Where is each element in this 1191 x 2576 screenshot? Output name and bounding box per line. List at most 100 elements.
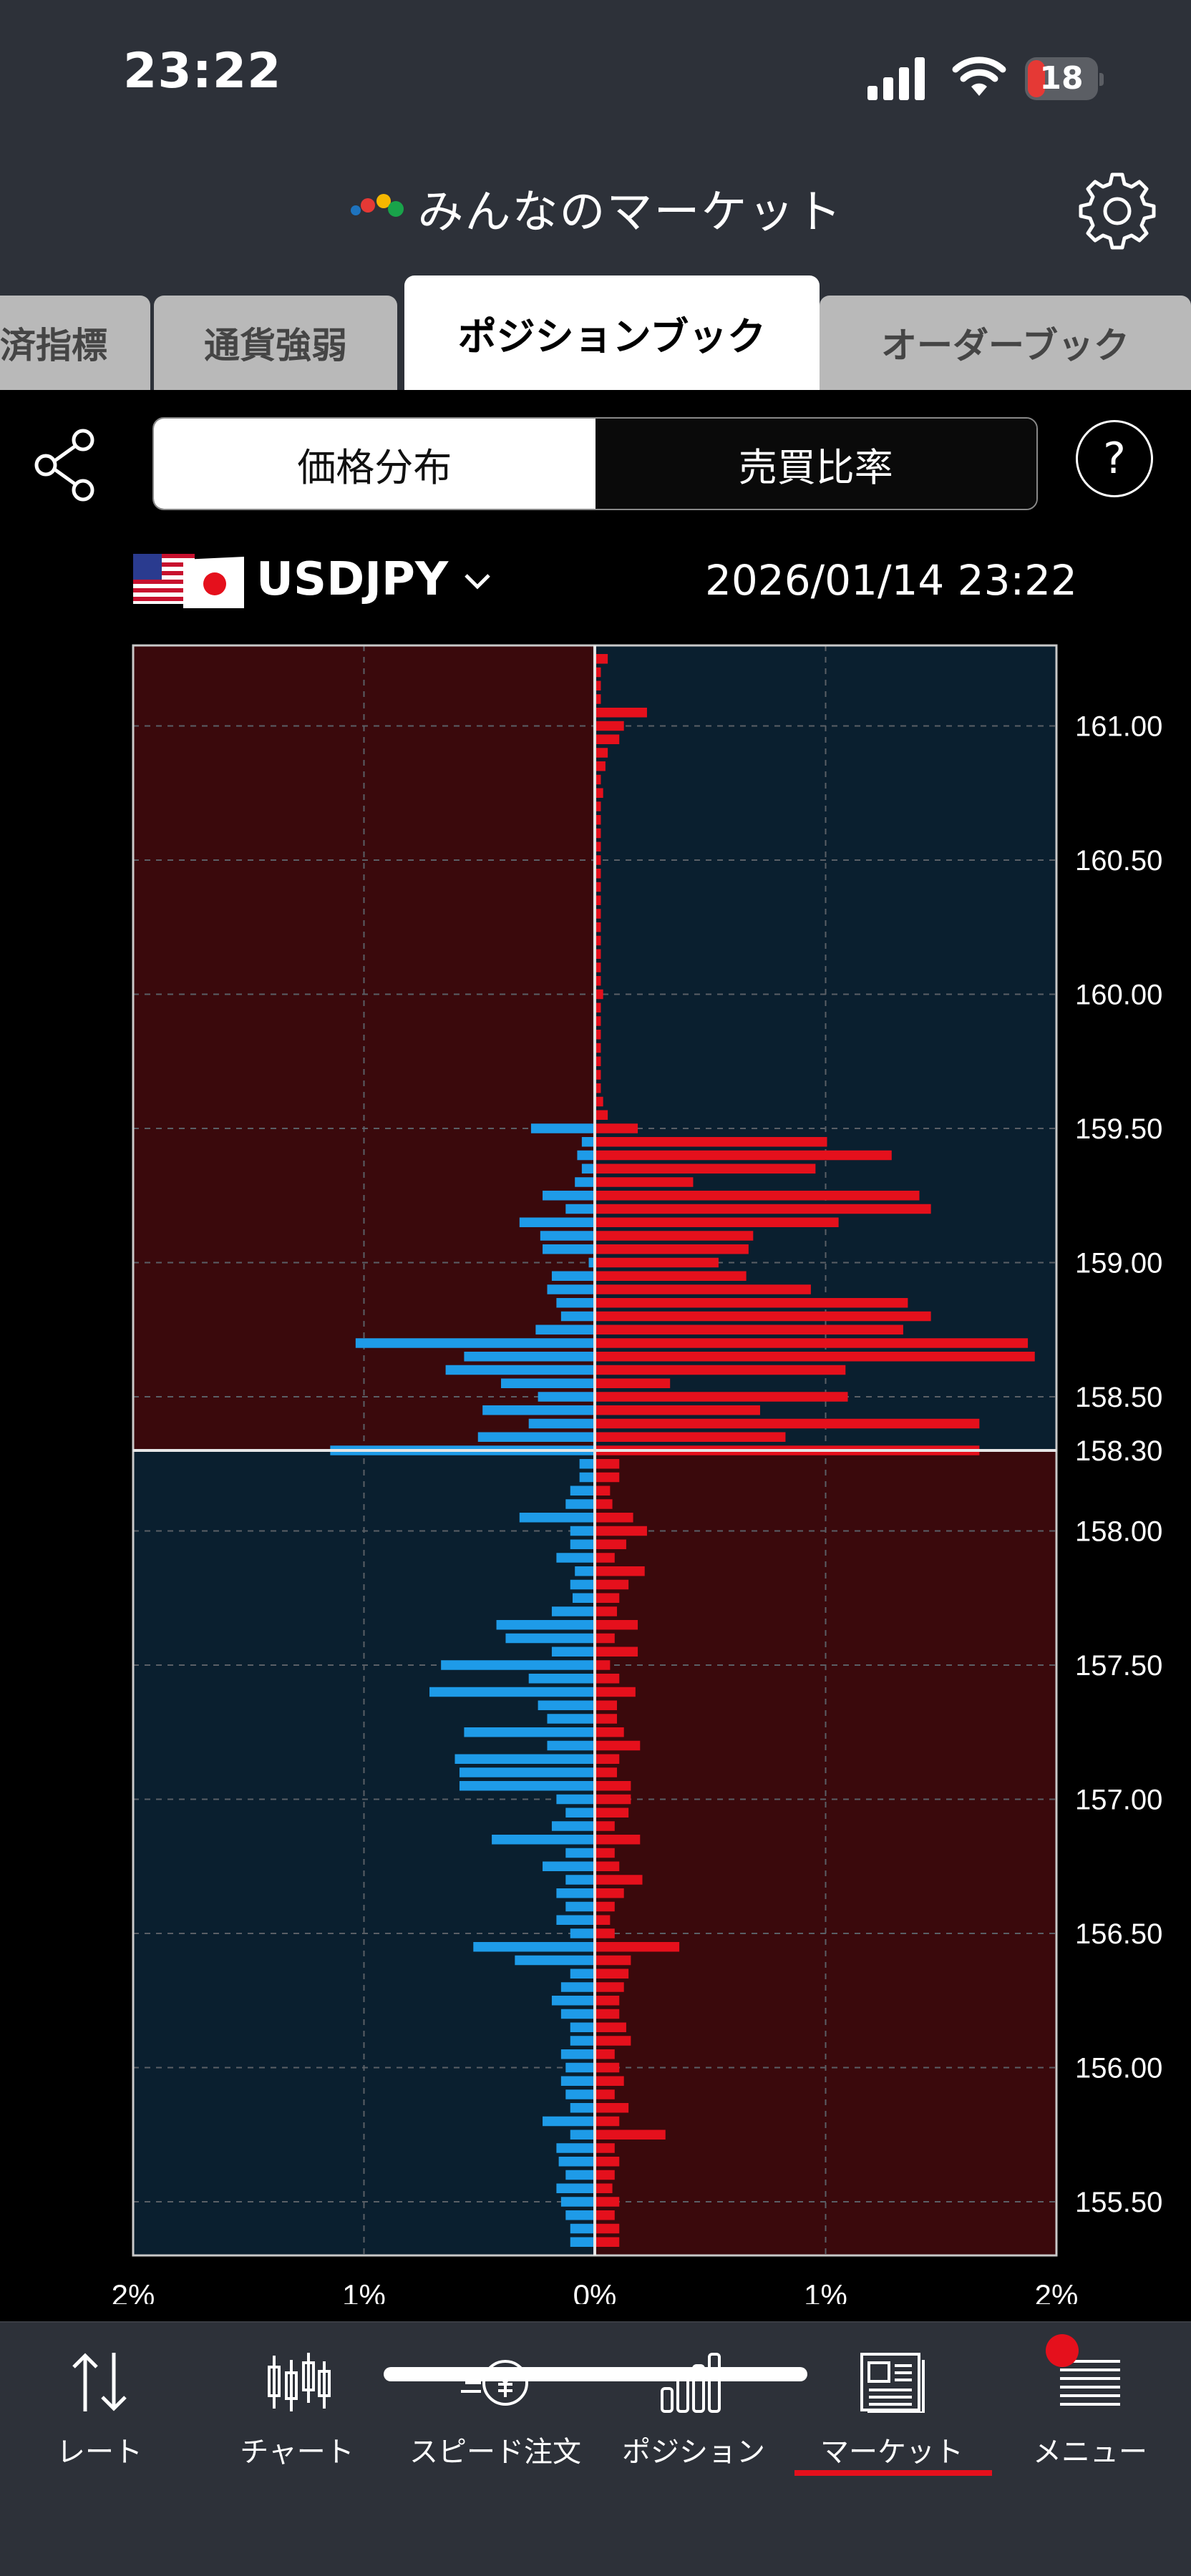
buy-bar <box>596 1781 631 1791</box>
buy-bar <box>596 708 647 718</box>
share-icon[interactable] <box>29 426 100 504</box>
bottom-nav: レート チャート スピード注文 <box>0 2321 1191 2576</box>
sell-bar <box>473 1942 593 1952</box>
buy-bar <box>596 1606 618 1616</box>
buy-bar <box>596 2170 615 2180</box>
chevron-down-icon[interactable] <box>462 565 493 597</box>
sell-bar <box>556 1553 593 1563</box>
sell-bar <box>429 1687 593 1697</box>
sell-bar <box>565 1848 593 1858</box>
gear-icon[interactable] <box>1078 172 1157 250</box>
buy-bar <box>596 1365 846 1375</box>
usd-jpy-flag-icon[interactable] <box>133 554 244 608</box>
help-button[interactable]: ? <box>1076 420 1153 497</box>
buy-bar <box>596 1579 629 1590</box>
app-title: みんなのマーケット <box>417 186 843 239</box>
sell-bar <box>572 1593 593 1603</box>
buy-bar <box>596 976 601 986</box>
sell-bar <box>588 1257 593 1268</box>
buy-bar <box>596 1244 749 1254</box>
nav-speed-order[interactable]: スピード注文 <box>397 2351 594 2470</box>
nav-menu[interactable]: メニュー <box>991 2351 1189 2470</box>
cellular-signal-icon <box>867 57 925 100</box>
buy-bar <box>596 1539 626 1549</box>
sell-bar <box>492 1835 593 1845</box>
buy-bar <box>596 2223 620 2234</box>
buy-bar <box>596 2089 615 2099</box>
tab-economic-indicators[interactable]: 済指標 <box>0 296 150 390</box>
sell-bar <box>528 1418 593 1429</box>
y-tick-label: 158.00 <box>1075 1516 1162 1548</box>
buy-bar <box>596 2036 631 2046</box>
tab-position-book[interactable]: ポジションブック <box>404 275 820 390</box>
buy-bar <box>596 1123 638 1133</box>
sell-bar <box>570 1928 593 1938</box>
help-icon: ? <box>1103 434 1126 484</box>
sell-bar <box>570 1526 593 1536</box>
sell-bar <box>501 1378 593 1388</box>
sell-bar <box>556 2183 593 2193</box>
y-tick-label: 158.50 <box>1075 1382 1162 1413</box>
buy-bar <box>596 1137 827 1147</box>
nav-market[interactable]: マーケット <box>793 2351 991 2470</box>
buy-bar <box>596 1875 643 1885</box>
buy-bar <box>596 1499 613 1509</box>
sell-bar <box>445 1365 593 1375</box>
buy-bar <box>596 1096 603 1107</box>
nav-rate[interactable]: レート <box>1 2351 198 2470</box>
buy-bar <box>596 1821 615 1831</box>
buy-bar <box>596 1794 631 1805</box>
buy-bar <box>596 1338 1029 1348</box>
app-title-bar: みんなのマーケット <box>0 175 1191 241</box>
bar-chart-icon <box>661 2353 721 2413</box>
sell-bar <box>556 1794 593 1805</box>
buy-bar <box>596 1150 892 1161</box>
buy-bar <box>596 1942 680 1952</box>
tab-order-book[interactable]: オーダーブック <box>820 296 1191 390</box>
sell-bar <box>551 1821 593 1831</box>
buy-bar <box>596 1928 615 1938</box>
buy-bar <box>596 1405 760 1415</box>
sell-bar <box>496 1620 593 1630</box>
segment-buy-sell-ratio[interactable]: 売買比率 <box>595 419 1036 509</box>
sell-bar <box>570 1539 593 1549</box>
buy-bar <box>596 1566 645 1576</box>
buy-bar <box>596 1298 908 1308</box>
buy-bar <box>596 1714 618 1724</box>
buy-bar <box>596 2022 626 2032</box>
y-tick-label: 160.50 <box>1075 845 1162 877</box>
sell-bar <box>565 1807 593 1818</box>
buy-bar <box>596 1740 641 1751</box>
buy-bar <box>596 949 601 959</box>
sell-bar <box>464 1727 593 1737</box>
x-tick-label: 2% <box>112 2278 155 2304</box>
sell-bar <box>477 1432 593 1442</box>
speed-order-yen-icon <box>461 2360 528 2406</box>
nav-chart[interactable]: チャート <box>198 2351 396 2470</box>
sell-bar <box>579 1472 593 1483</box>
y-tick-label: 161.00 <box>1075 711 1162 743</box>
tab-currency-strength[interactable]: 通貨強弱 <box>154 296 397 390</box>
buy-bar <box>596 1526 647 1536</box>
buy-bar <box>596 935 601 946</box>
nav-position[interactable]: ポジション <box>595 2351 792 2470</box>
buy-bar <box>596 841 601 852</box>
sell-bar <box>565 2210 593 2220</box>
buy-bar <box>596 1070 601 1080</box>
y-tick-label: 156.00 <box>1075 2053 1162 2084</box>
symbol-selector[interactable]: USDJPY <box>256 553 449 606</box>
sell-bar <box>581 1163 593 1174</box>
buy-bar <box>596 2183 613 2193</box>
battery-indicator: 18 <box>1025 57 1104 100</box>
sell-bar <box>538 1392 593 1402</box>
sell-bar <box>579 1459 593 1469</box>
sell-bar <box>459 1781 593 1791</box>
buy-bar <box>596 1646 638 1657</box>
buy-bar <box>596 895 601 905</box>
segment-price-distribution[interactable]: 価格分布 <box>154 419 596 509</box>
sell-bar <box>538 1700 593 1710</box>
sell-bar <box>519 1217 593 1227</box>
sell-bar <box>551 1996 593 2006</box>
x-tick-label: 0% <box>573 2278 617 2304</box>
buy-bar <box>596 1767 618 1777</box>
